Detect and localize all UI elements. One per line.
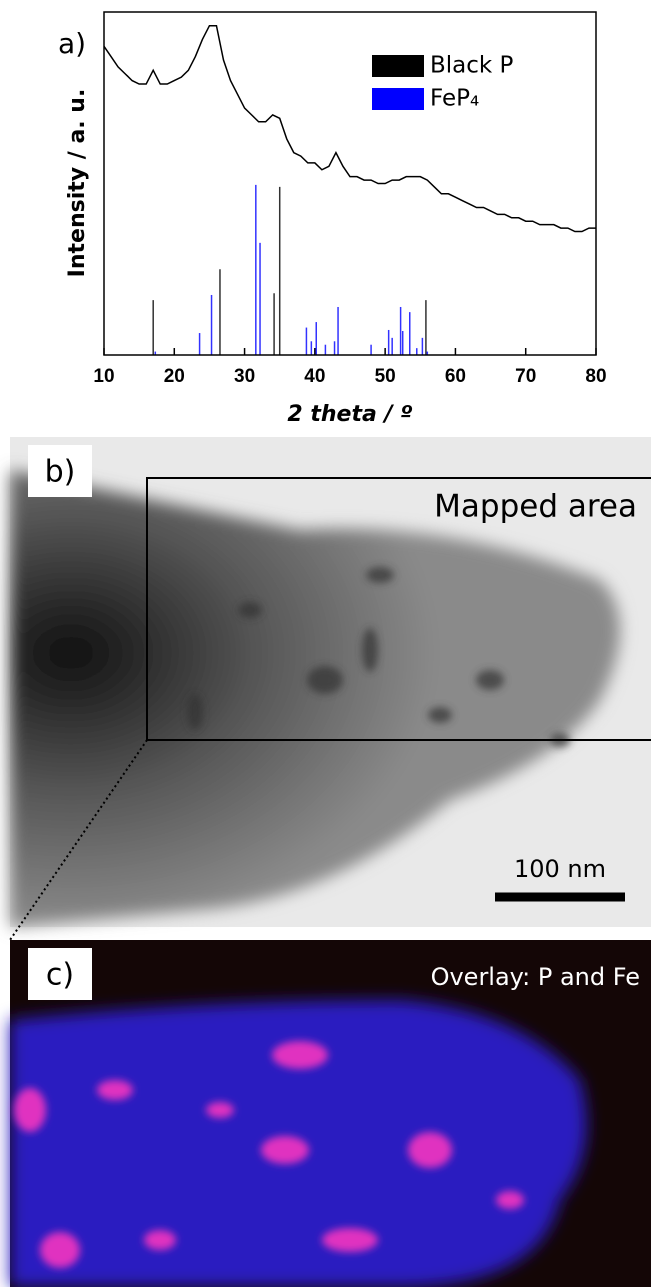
- xrd-pattern: [103, 24, 596, 233]
- legend-swatch: [372, 88, 424, 110]
- x-tick-label: 60: [445, 366, 466, 387]
- x-tick-label: 10: [93, 366, 114, 387]
- y-axis-label: Intensity / a. u.: [65, 89, 90, 278]
- tem-image: [9, 437, 651, 941]
- legend-label: Black P: [430, 53, 514, 79]
- annotation: Mapped area: [434, 489, 637, 525]
- x-axis-label: 2 theta / º: [287, 402, 412, 427]
- panel-label: c): [46, 958, 74, 993]
- eds-map: [10, 940, 651, 1287]
- panel-label: b): [45, 455, 76, 490]
- x-tick-label: 20: [164, 366, 185, 387]
- legend-label: FeP₄: [430, 86, 479, 112]
- legend-swatch: [372, 55, 424, 77]
- annotation: Overlay: P and Fe: [431, 963, 640, 991]
- x-tick-label: 30: [234, 366, 255, 387]
- plot-frame: [103, 11, 597, 356]
- x-tick-label: 70: [515, 366, 536, 387]
- scale-bar-label: 100 nm: [514, 855, 606, 883]
- panel-label: a): [58, 27, 86, 60]
- x-tick-label: 50: [375, 366, 396, 387]
- x-tick-label: 40: [304, 366, 325, 387]
- x-tick-label: 80: [585, 366, 606, 387]
